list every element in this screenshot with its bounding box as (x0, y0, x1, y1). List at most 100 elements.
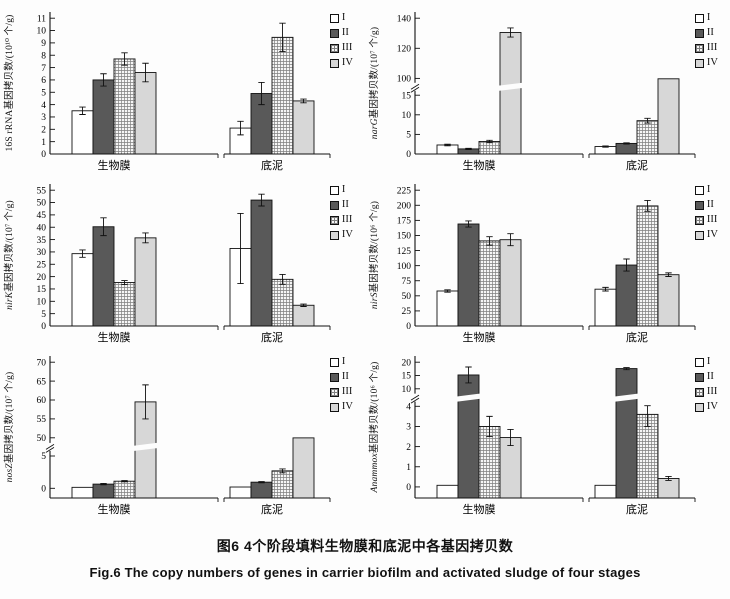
y-tick-label: 100 (397, 262, 412, 272)
y-tick-label: 225 (397, 186, 412, 196)
chart-legend: I II III IV (694, 183, 718, 242)
y-tick-label: 50 (37, 199, 47, 209)
light-square-icon (329, 402, 339, 412)
category-label-biofilm: 生物膜 (463, 330, 496, 344)
y-tick-label: 0 (41, 485, 46, 495)
legend-label: III (706, 385, 718, 397)
category-label-sediment: 底泥 (261, 158, 283, 172)
bar-break-gap (497, 82, 524, 91)
chart-16s-rrna: 16S rRNA基因拷贝数/(10¹⁰ 个/g) 0 1 2 3 4 5 6 7 8 9 10 11 生… (0, 4, 365, 176)
y-tick-label: 0 (406, 150, 411, 160)
bar-III-sediment (271, 278, 294, 327)
legend-label: III (706, 41, 718, 53)
error-bar (602, 145, 609, 148)
y-axis-label: Anammox基因拷贝数/(10⁶ 个/g) (370, 361, 380, 493)
legend-label: I (706, 183, 711, 195)
bar-III-biofilm (478, 426, 501, 499)
legend-label: III (706, 213, 718, 225)
bar-IV-biofilm (499, 239, 522, 327)
y-tick-label: 70 (37, 358, 47, 368)
y-tick-label: 2 (41, 126, 46, 136)
figure-captions: 图6 4个阶段填料生物膜和底泥中各基因拷贝数 Fig.6 The copy nu… (0, 536, 730, 580)
bar-IV-biofilm (134, 72, 157, 155)
y-tick-label: 10 (37, 27, 47, 37)
error-bar (444, 289, 451, 293)
y-tick-label: 55 (37, 415, 47, 425)
legend-item-IV: IV (694, 56, 718, 70)
category-label-sediment: 底泥 (261, 502, 283, 516)
y-tick-label: 0 (41, 150, 46, 160)
y-tick-label: 2 (406, 443, 411, 453)
chart-canvas: 0 1 2 3 4 10 15 20 生物膜 底泥 (402, 356, 696, 516)
bar-III-sediment (636, 120, 659, 155)
legend-label: II (341, 26, 349, 38)
error-bar (602, 286, 609, 292)
error-bar (121, 52, 128, 66)
y-tick-label: 25 (37, 260, 47, 270)
category-label-biofilm: 生物膜 (98, 158, 131, 172)
error-bar (142, 384, 149, 420)
hatch-square-icon (329, 215, 339, 225)
y-tick-label: 0 (406, 483, 411, 493)
legend-item-III: III (694, 385, 718, 399)
legend-label: I (706, 355, 711, 367)
legend-item-II: II (694, 370, 718, 384)
error-bar (142, 232, 149, 244)
bar-III-sediment (271, 36, 294, 155)
y-tick-label: 9 (41, 39, 46, 49)
open-square-icon (329, 185, 339, 195)
bar-I-sediment (229, 486, 252, 499)
bar-III-biofilm (113, 282, 136, 327)
bar-I-biofilm (71, 253, 94, 327)
bar-IV-sediment (657, 78, 680, 155)
legend-item-III: III (329, 213, 353, 227)
category-label-sediment: 底泥 (626, 330, 648, 344)
y-tick-label: 65 (37, 377, 47, 387)
legend-label: I (706, 11, 711, 23)
category-label-sediment: 底泥 (626, 502, 648, 516)
y-tick-label: 7 (41, 64, 46, 74)
chart-plot-nirk: 0 5 10 15 20 25 30 35 40 45 50 55 生物膜 底泥 I II III IV (16, 176, 365, 348)
y-tick-label: 25 (402, 307, 412, 317)
chart-plot-anammox: 0 1 2 3 4 10 15 20 生物膜 底泥 I II III IV (381, 348, 730, 520)
bar-II-sediment (250, 199, 273, 327)
bar-IV-sediment (292, 437, 315, 499)
y-tick-label: 35 (37, 236, 47, 246)
dark-square-icon (694, 28, 704, 38)
bar-I-sediment (594, 288, 617, 327)
chart-legend: I II III IV (329, 355, 353, 414)
legend-label: I (341, 11, 346, 23)
y-tick-label: 140 (397, 14, 412, 24)
bar-IV-biofilm (134, 237, 157, 327)
y-tick-label: 11 (37, 14, 46, 24)
chart-canvas: 0 1 2 3 4 5 6 7 8 9 10 11 生物膜 底泥 (37, 12, 331, 172)
category-label-biofilm: 生物膜 (463, 158, 496, 172)
legend-item-IV: IV (694, 228, 718, 242)
chart-canvas: 0 5 10 15 100 120 140 生物膜 底泥 (397, 12, 696, 172)
legend-item-IV: IV (329, 56, 353, 70)
y-tick-label: 100 (397, 75, 412, 85)
dark-square-icon (329, 28, 339, 38)
error-bar (507, 429, 514, 447)
bar-II-sediment (615, 142, 638, 155)
error-bar (623, 367, 630, 371)
open-square-icon (694, 185, 704, 195)
bar-II-biofilm (92, 79, 115, 155)
error-bar (279, 273, 286, 285)
y-tick-label: 150 (397, 232, 412, 242)
legend-item-II: II (329, 370, 353, 384)
bar-I-sediment (594, 484, 617, 499)
legend-item-I: I (694, 355, 718, 369)
bar-III-biofilm (478, 240, 501, 327)
legend-item-IV: IV (329, 400, 353, 414)
legend-item-III: III (694, 213, 718, 227)
bar-IV-biofilm (499, 32, 522, 155)
y-tick-label: 5 (406, 131, 411, 141)
bar-III-biofilm (113, 480, 136, 499)
bar-III-biofilm (113, 58, 136, 155)
category-label-biofilm: 生物膜 (463, 502, 496, 516)
dark-square-icon (694, 200, 704, 210)
legend-label: IV (341, 56, 353, 68)
bar-II-biofilm (457, 223, 480, 327)
y-tick-label: 1 (406, 463, 411, 473)
